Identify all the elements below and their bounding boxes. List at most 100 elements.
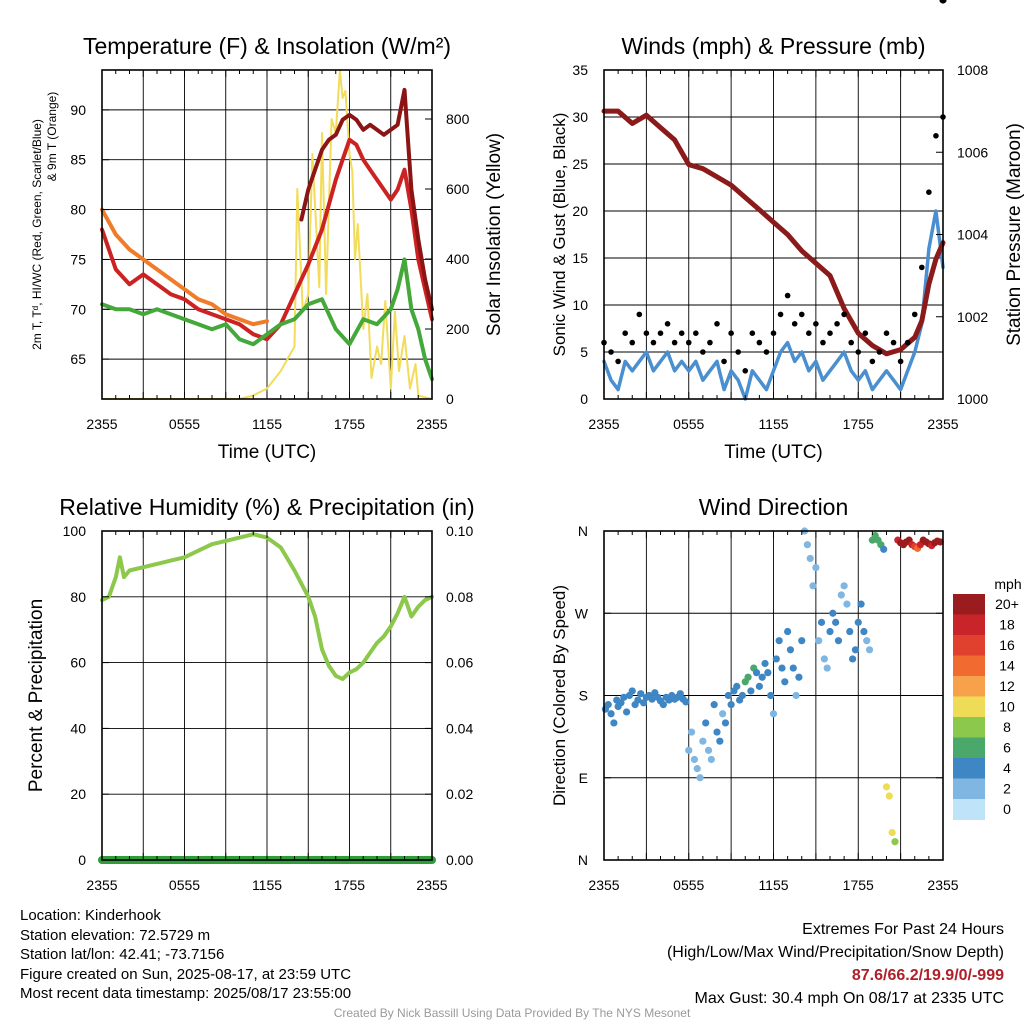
x-tick-label: 2355 xyxy=(416,416,447,432)
gust-point xyxy=(883,330,890,337)
extremes-values: 87.6/66.2/19.9/0/-999 xyxy=(851,967,1004,984)
direction-point xyxy=(857,600,865,608)
gust-point xyxy=(622,330,628,337)
direction-point xyxy=(604,701,612,709)
y2-tick-label: 400 xyxy=(446,251,470,267)
y-tick-label: 85 xyxy=(70,152,86,168)
direction-point xyxy=(687,728,696,736)
legend-label: 4 xyxy=(1003,760,1011,776)
direction-point xyxy=(865,646,874,654)
direction-point xyxy=(812,563,820,572)
series-solar xyxy=(101,69,433,400)
gust-point xyxy=(919,264,925,271)
direction-point xyxy=(823,664,831,672)
direction-point xyxy=(696,774,704,782)
direction-point xyxy=(775,637,783,645)
direction-point xyxy=(789,664,797,672)
station-location: Location: Kinderhook xyxy=(20,907,161,924)
y-tick-label: 35 xyxy=(572,62,588,78)
gust-point xyxy=(643,330,650,337)
direction-point xyxy=(829,609,837,617)
x-tick-label: 2355 xyxy=(86,416,117,432)
direction-point xyxy=(806,554,814,563)
direction-point xyxy=(854,618,862,626)
y2-tick-label: 0.02 xyxy=(446,786,473,802)
y2-tick-label: 1004 xyxy=(957,227,988,243)
legend-swatch xyxy=(953,717,985,738)
gust-point xyxy=(728,330,734,337)
y-tick-label: 60 xyxy=(70,655,86,671)
legend-swatch xyxy=(953,696,985,718)
chart-title: Winds (mph) & Pressure (mb) xyxy=(621,33,925,59)
chart-title: Wind Direction xyxy=(699,494,849,520)
gust-point xyxy=(869,358,876,365)
direction-point xyxy=(784,627,792,636)
series-temp xyxy=(100,137,434,342)
direction-point xyxy=(693,765,701,773)
gust-point xyxy=(820,339,826,346)
gust-point xyxy=(834,321,840,327)
y-tick-label: 80 xyxy=(70,202,86,218)
legend-swatch xyxy=(953,758,985,779)
gust-point xyxy=(721,358,727,365)
direction-point xyxy=(882,783,891,791)
y-tick-label: 10 xyxy=(572,297,588,313)
y-axis-label: 2m T, Tᵈ, HI/WC (Red, Green, Scarlet/Blu… xyxy=(30,119,44,350)
gust-point xyxy=(714,321,720,327)
gust-point xyxy=(650,339,657,346)
y-tick-label: 65 xyxy=(70,351,86,367)
legend-label: 2 xyxy=(1003,781,1011,797)
direction-point xyxy=(849,655,857,663)
direction-point xyxy=(721,719,730,727)
panel-humidity: 2355 0555 1155 1755 23550204060801000.000.02… xyxy=(26,494,475,893)
direction-point xyxy=(758,673,766,681)
gust-point xyxy=(777,311,784,318)
station-info: Location: Kinderhook Station elevation: … xyxy=(20,906,351,1004)
x-tick-label: 1155 xyxy=(252,877,282,893)
direction-point xyxy=(710,701,718,709)
recent-timestamp: Most recent data timestamp: 2025/08/17 2… xyxy=(20,985,352,1002)
legend-label: 20+ xyxy=(995,596,1019,612)
direction-point xyxy=(837,591,845,599)
y-tick-label: 5 xyxy=(580,344,588,360)
direction-point xyxy=(843,600,851,608)
gust-point xyxy=(664,321,671,327)
x-tick-label: 2355 xyxy=(588,877,619,893)
extremes-subtitle: (High/Low/Max Wind/Precipitation/Snow De… xyxy=(666,944,1004,961)
direction-point xyxy=(809,582,817,590)
direction-point xyxy=(820,655,828,663)
direction-point xyxy=(727,701,735,709)
y-axis-label: Percent & Precipitation xyxy=(26,599,47,792)
y-axis-label: & 9m T (Orange) xyxy=(45,92,59,182)
series-heat_index xyxy=(299,87,434,312)
direction-point xyxy=(617,699,625,707)
direction-point xyxy=(769,710,778,718)
gust-point xyxy=(749,330,756,337)
legend-label: 14 xyxy=(999,658,1015,674)
x-tick-label: 1755 xyxy=(843,416,874,432)
gust-point xyxy=(798,311,805,318)
gust-point xyxy=(629,339,636,346)
y-tick-label: 30 xyxy=(572,109,588,125)
y2-tick-label: 1006 xyxy=(957,144,988,160)
direction-point xyxy=(690,755,699,764)
y-tick-label: 20 xyxy=(572,203,588,219)
legend-swatch xyxy=(953,737,985,759)
gust-point xyxy=(813,321,819,327)
direction-point xyxy=(738,691,747,700)
y2-tick-label: 200 xyxy=(446,321,470,337)
direction-point xyxy=(699,737,707,745)
y-tick-label: E xyxy=(579,770,588,786)
direction-point xyxy=(885,792,893,800)
y-tick-label: S xyxy=(579,688,588,704)
x-tick-label: 2355 xyxy=(588,416,619,432)
speed-legend: mph 20+ 18 16 14 12 10 8 6 4 2 0 xyxy=(953,576,1022,820)
x-tick-label: 2355 xyxy=(86,877,117,893)
direction-point xyxy=(834,637,843,645)
y-tick-label: N xyxy=(578,852,588,868)
y2-axis-label: Station Pressure (Maroon) xyxy=(1004,123,1024,346)
figure-created: Figure created on Sun, 2025-08-17, at 23… xyxy=(20,965,352,983)
y2-tick-label: 1002 xyxy=(957,309,988,325)
x-tick-label: 1155 xyxy=(758,877,788,893)
